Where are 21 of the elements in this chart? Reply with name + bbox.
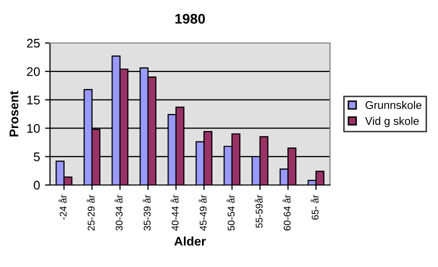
x-tick-label: 40-44 år bbox=[170, 194, 179, 231]
y-tick-label: 0 bbox=[34, 180, 40, 190]
legend-label: Grunnskole bbox=[366, 100, 422, 110]
x-tick-label: 65- år bbox=[310, 194, 319, 220]
x-tick-label: -24 år bbox=[58, 194, 67, 220]
y-tick-label: 5 bbox=[34, 152, 40, 162]
y-tick-label: 25 bbox=[27, 38, 40, 48]
x-tick-label: 60-64 år bbox=[282, 194, 291, 230]
y-tick-label: 20 bbox=[27, 67, 40, 76]
y-axis-title: Prosent bbox=[10, 90, 18, 136]
chart-title: 1980 bbox=[175, 14, 205, 24]
x-axis-title: Alder bbox=[174, 236, 206, 246]
x-tick-label: 55-59år bbox=[254, 194, 263, 228]
legend-label: Vid g skole bbox=[365, 116, 419, 128]
x-tick-label: 45-49 år bbox=[198, 194, 207, 231]
x-tick-label: 25-29 år bbox=[86, 194, 95, 230]
x-tick-label: 30-34 år bbox=[114, 194, 123, 231]
y-tick-label: 15 bbox=[27, 96, 40, 104]
x-tick-label: 35-39 år bbox=[142, 194, 151, 231]
y-tick-label: 10 bbox=[27, 124, 40, 133]
x-tick-label: 50-54 år bbox=[226, 194, 235, 231]
